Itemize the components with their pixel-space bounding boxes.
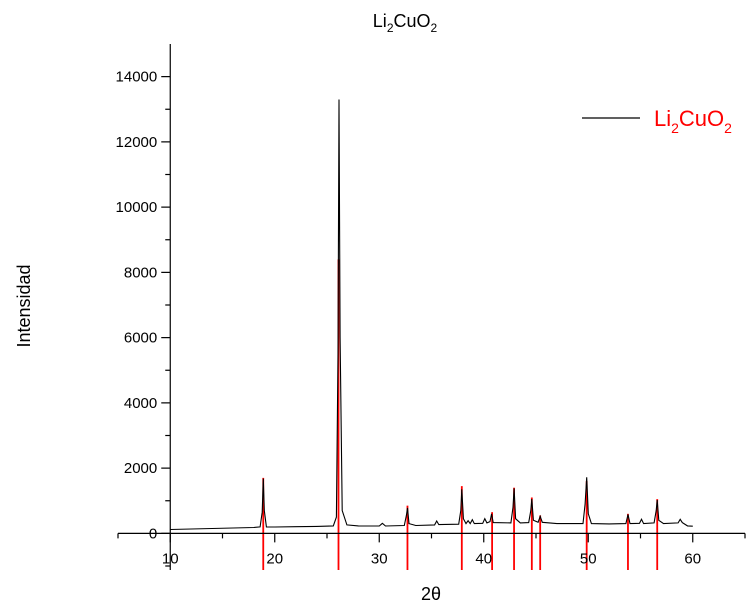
y-tick-label: 10000 (116, 199, 158, 216)
reference-lines (262, 259, 659, 570)
legend-label-sub1: 2 (671, 120, 679, 136)
chart-title-sub2: 2 (431, 21, 438, 35)
legend: Li2CuO2 (582, 106, 732, 136)
y-tick-label: 8000 (124, 264, 157, 281)
measured-pattern-line (170, 99, 693, 531)
legend-label-mid: CuO (679, 106, 724, 131)
legend-label: Li2CuO2 (654, 106, 732, 136)
legend-label-sub2: 2 (724, 120, 732, 136)
axes: 10 20 30 40 50 60 0 2000 4000 6000 8000 10000 12000 1… (116, 44, 746, 570)
x-tick-label: 40 (475, 550, 492, 567)
y-tick-label: 2000 (124, 460, 157, 477)
x-tick-label: 50 (580, 550, 597, 567)
y-tick-label: 12000 (116, 134, 158, 151)
x-axis-label: 2θ (421, 584, 441, 604)
x-tick-label: 60 (684, 550, 701, 567)
x-tick-label: 10 (162, 550, 179, 567)
chart-title-sub1: 2 (387, 21, 394, 35)
y-tick-label: 0 (149, 525, 157, 542)
chart-title-mid: CuO (394, 11, 431, 31)
chart-title-main: Li (373, 11, 387, 31)
y-tick-label: 14000 (116, 69, 158, 86)
legend-label-main: Li (654, 106, 671, 131)
x-tick-label: 20 (266, 550, 283, 567)
x-tick-label: 30 (371, 550, 388, 567)
chart-title: Li2CuO2 (373, 11, 438, 35)
y-tick-label: 4000 (124, 395, 157, 412)
y-tick-label: 6000 (124, 330, 157, 347)
y-axis-label: Intensidad (14, 264, 34, 347)
